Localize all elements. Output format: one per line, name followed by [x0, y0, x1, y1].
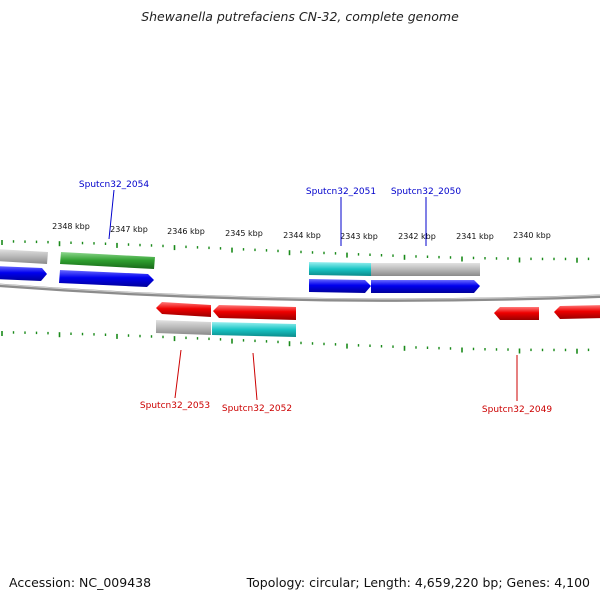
reverse-label-leaders [174, 349, 518, 401]
cds-feature[interactable] [0, 249, 48, 264]
reverse-gene[interactable] [156, 302, 211, 317]
scale-label-2346: 2346 kbp [167, 227, 205, 236]
gene-label-sputcn32-2050[interactable]: Sputcn32_2050 [391, 187, 461, 197]
accession-text: Accession: NC_009438 [9, 575, 152, 590]
scale-label-2343: 2343 kbp [340, 232, 378, 241]
gene-label-sputcn32-2053[interactable]: Sputcn32_2053 [140, 401, 210, 411]
forward-gene[interactable] [0, 266, 47, 281]
reverse-gene[interactable] [494, 307, 539, 320]
forward-cds-track [0, 249, 480, 276]
scale-label-2347: 2347 kbp [110, 225, 148, 234]
upper-scale-ticks [1, 240, 590, 263]
cds-feature[interactable] [309, 262, 371, 276]
gene-label-sputcn32-2049[interactable]: Sputcn32_2049 [482, 405, 552, 415]
cds-feature[interactable] [60, 252, 155, 269]
reverse-gene-labels: Sputcn32_2053 Sputcn32_2052 Sputcn32_204… [140, 401, 552, 415]
gene-label-sputcn32-2051[interactable]: Sputcn32_2051 [306, 187, 376, 197]
scale-label-2341: 2341 kbp [456, 232, 494, 241]
lower-scale-ticks [1, 331, 590, 354]
scale-label-2340: 2340 kbp [513, 231, 551, 240]
genome-backbone [0, 283, 600, 302]
gene-label-sputcn32-2052[interactable]: Sputcn32_2052 [222, 404, 292, 414]
genome-summary-text: Topology: circular; Length: 4,659,220 bp… [246, 575, 590, 590]
reverse-gene[interactable] [554, 305, 600, 319]
gene-label-sputcn32-2054[interactable]: Sputcn32_2054 [79, 180, 149, 190]
forward-gene-labels: Sputcn32_2054 Sputcn32_2051 Sputcn32_205… [79, 180, 461, 197]
reverse-cds-track [156, 320, 296, 337]
genome-title: Shewanella putrefaciens CN-32, complete … [141, 9, 459, 24]
scale-label-2345: 2345 kbp [225, 229, 263, 238]
forward-gene-track [0, 266, 480, 293]
scale-label-2344: 2344 kbp [283, 231, 321, 240]
scale-labels: 2348 kbp 2347 kbp 2346 kbp 2345 kbp 2344… [52, 222, 551, 241]
forward-gene[interactable] [309, 279, 371, 293]
cds-feature[interactable] [212, 322, 296, 337]
cds-feature[interactable] [371, 263, 480, 276]
cds-feature[interactable] [156, 320, 211, 335]
scale-label-2342: 2342 kbp [398, 232, 436, 241]
forward-gene[interactable] [371, 280, 480, 293]
forward-gene[interactable] [59, 270, 154, 287]
forward-label-leaders [108, 189, 427, 246]
reverse-gene-track [156, 302, 600, 320]
reverse-gene[interactable] [213, 305, 296, 320]
scale-label-2348: 2348 kbp [52, 222, 90, 231]
